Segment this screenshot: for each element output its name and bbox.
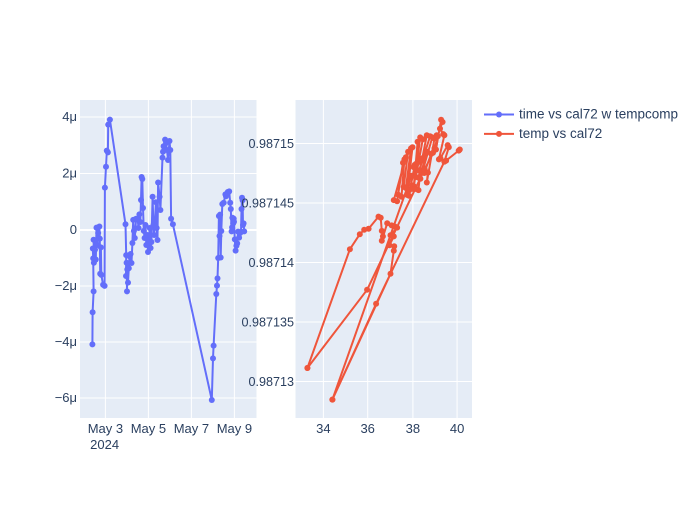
svg-text:−2μ: −2μ: [55, 278, 77, 293]
svg-text:0.98713: 0.98713: [248, 375, 294, 389]
svg-text:0.98714: 0.98714: [248, 256, 294, 270]
svg-text:May 9: May 9: [217, 421, 252, 436]
svg-text:34: 34: [316, 421, 330, 436]
svg-text:38: 38: [406, 421, 420, 436]
svg-text:temp vs cal72: temp vs cal72: [519, 126, 602, 141]
svg-text:May 5: May 5: [131, 421, 166, 436]
svg-text:2μ: 2μ: [62, 166, 77, 181]
svg-text:time vs cal72 w tempcomp: time vs cal72 w tempcomp: [519, 107, 678, 122]
svg-text:0.987135: 0.987135: [241, 315, 294, 329]
svg-text:0.98715: 0.98715: [248, 137, 294, 151]
svg-text:0: 0: [70, 222, 77, 237]
svg-text:4μ: 4μ: [62, 109, 77, 124]
svg-text:−4μ: −4μ: [55, 334, 77, 349]
svg-text:40: 40: [450, 421, 464, 436]
svg-text:36: 36: [360, 421, 374, 436]
svg-text:−6μ: −6μ: [55, 390, 77, 405]
svg-text:2024: 2024: [90, 437, 119, 452]
svg-text:0.987145: 0.987145: [241, 196, 294, 210]
svg-text:May 3: May 3: [88, 421, 123, 436]
svg-text:May 7: May 7: [174, 421, 209, 436]
